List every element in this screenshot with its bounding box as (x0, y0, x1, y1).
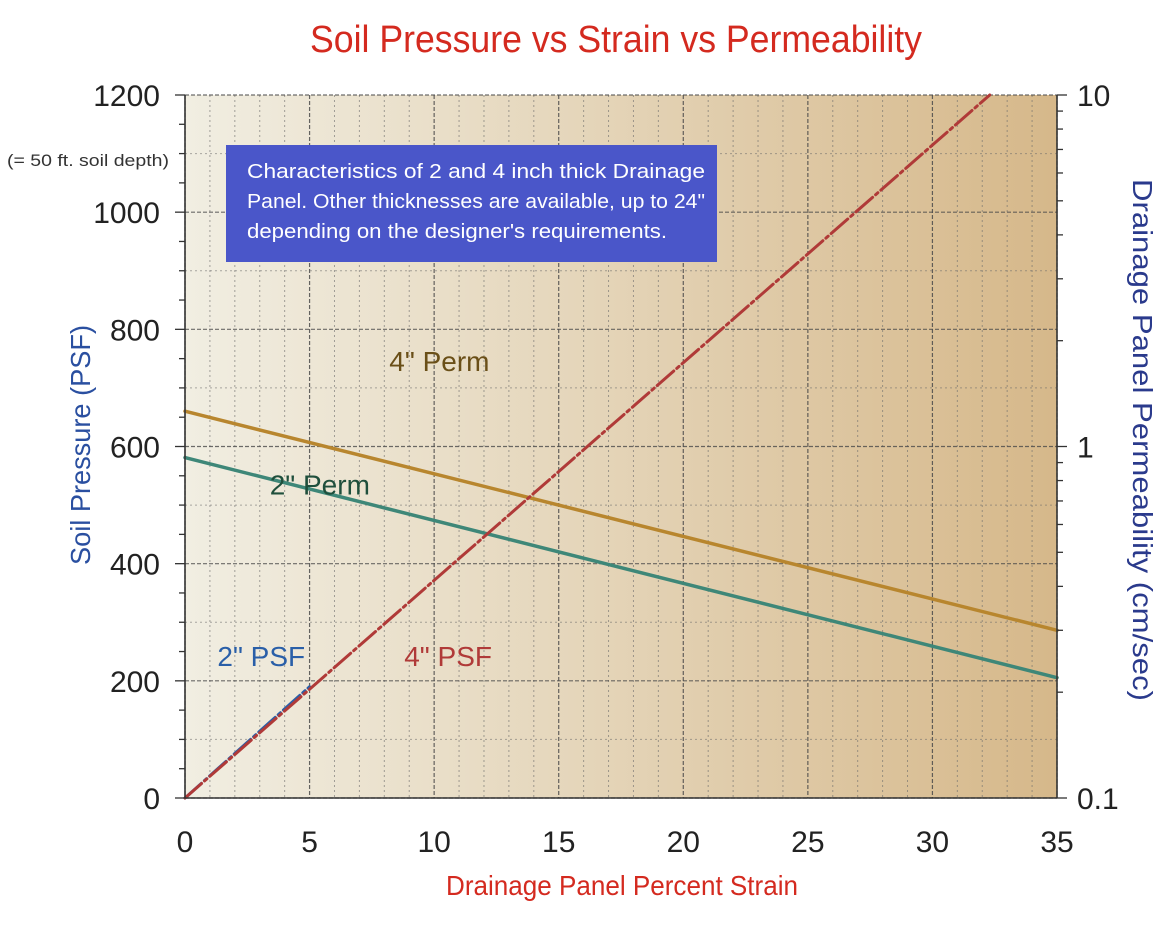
y-right-tick-label: 10 (1077, 80, 1110, 113)
series-line-4-psf (183, 93, 992, 800)
y-left-tick-label: 200 (110, 666, 160, 699)
annotation-line-3: depending on the designer's requirements… (247, 221, 667, 243)
y-left-tick-label: 400 (110, 549, 160, 582)
x-tick-label: 25 (791, 826, 824, 859)
series-label-2-perm: 2" Perm (270, 470, 370, 501)
x-tick-label: 20 (667, 826, 700, 859)
x-tick-label: 10 (417, 826, 450, 859)
annotation-line-2: Panel. Other thicknesses are available, … (247, 191, 705, 213)
series-line-4-perm (183, 409, 1059, 633)
y-left-tick-label: 1200 (93, 80, 160, 113)
y-right-tick-label: 0.1 (1077, 783, 1119, 816)
annotation-box: Characteristics of 2 and 4 inch thick Dr… (226, 145, 717, 262)
y-left-tick-label: 1000 (93, 197, 160, 230)
y-axis-left-label: Soil Pressure (PSF) (65, 325, 96, 565)
x-axis-label: Drainage Panel Percent Strain (446, 870, 798, 901)
x-tick-label: 15 (542, 826, 575, 859)
y-left-tick-label: 600 (110, 432, 160, 465)
series-label-2-psf: 2" PSF (217, 641, 305, 672)
series-line-2-perm (183, 455, 1059, 680)
y-left-tick-label: 0 (143, 783, 160, 816)
x-tick-label: 35 (1040, 826, 1073, 859)
annotation-background (226, 145, 717, 262)
series-label-4-psf: 4" PSF (404, 641, 492, 672)
y-left-tick-label: 800 (110, 314, 160, 347)
series-lines (183, 93, 1059, 800)
axes: 0 5 10 15 20 25 30 35 0 200 400 600 800 1000 1200 0.1 1 1… (93, 80, 1118, 859)
x-tick-label: 0 (177, 826, 194, 859)
y-axis-right-label: Drainage Panel Permeability (cm/sec) (1127, 179, 1158, 701)
y-right-tick-label: 1 (1077, 432, 1094, 465)
annotation-text: Characteristics of 2 and 4 inch thick Dr… (247, 161, 711, 243)
annotation-line-1: Characteristics of 2 and 4 inch thick Dr… (247, 161, 705, 183)
grid (184, 94, 1058, 799)
x-tick-label: 5 (301, 826, 318, 859)
chart-title: Soil Pressure vs Strain vs Permeability (310, 19, 922, 61)
series-labels: 4" Perm 2" Perm 2" PSF 4" PSF (217, 346, 492, 672)
y-axis-left-note: (= 50 ft. soil depth) (7, 151, 169, 170)
series-label-4-perm: 4" Perm (389, 346, 489, 377)
x-tick-label: 30 (916, 826, 949, 859)
